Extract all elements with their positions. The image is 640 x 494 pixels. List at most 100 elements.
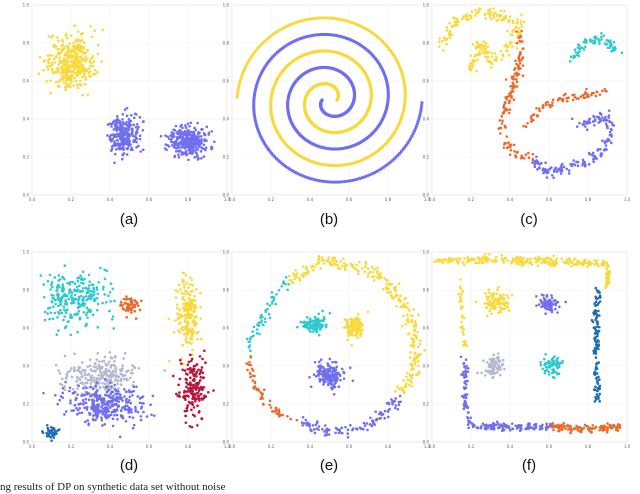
- y-tick-label: 1.0: [23, 250, 30, 255]
- data-point: [106, 402, 109, 406]
- data-point: [190, 408, 193, 412]
- data-point: [85, 405, 89, 409]
- data-point: [127, 142, 131, 146]
- data-point: [86, 93, 90, 96]
- data-point: [108, 381, 112, 384]
- data-point: [186, 341, 190, 344]
- data-point: [612, 40, 616, 44]
- x-tick-label: 0.8: [585, 197, 592, 202]
- data-point: [132, 380, 135, 384]
- data-point: [54, 363, 58, 367]
- data-point: [181, 271, 185, 275]
- data-point: [102, 410, 106, 413]
- data-point: [127, 137, 130, 141]
- data-point: [50, 429, 53, 433]
- data-point: [185, 385, 188, 389]
- x-tick-label: 0.0: [29, 197, 36, 202]
- x-tick-label: 0.6: [146, 444, 153, 449]
- data-point: [322, 262, 326, 265]
- y-tick-label: 0.4: [23, 364, 30, 369]
- data-point: [327, 428, 330, 431]
- data-point: [348, 366, 352, 370]
- data-point: [188, 353, 192, 357]
- data-point: [193, 364, 197, 368]
- data-point: [198, 410, 201, 413]
- data-point: [199, 317, 203, 320]
- data-point: [85, 323, 88, 326]
- data-point: [45, 80, 49, 83]
- panel-e: (e) 0.0 0.2 0.4 0.6 0.8 1.00.00.20.40.60.81.0: [223, 250, 431, 475]
- data-point: [127, 406, 131, 410]
- data-point: [39, 274, 43, 277]
- data-point: [339, 378, 342, 382]
- data-point: [54, 80, 58, 84]
- data-point: [77, 384, 80, 388]
- data-point: [86, 419, 89, 422]
- data-point: [73, 293, 77, 297]
- data-point: [180, 153, 183, 156]
- data-point: [116, 418, 119, 421]
- data-point: [189, 306, 192, 309]
- data-point: [308, 327, 311, 330]
- data-point: [54, 302, 57, 306]
- data-point: [519, 19, 523, 23]
- data-point: [117, 392, 120, 396]
- data-point: [188, 314, 192, 317]
- data-point: [125, 295, 128, 298]
- data-point: [180, 137, 184, 141]
- data-point: [312, 373, 316, 376]
- data-point: [67, 74, 70, 78]
- data-point: [296, 325, 299, 329]
- data-point: [608, 120, 611, 123]
- data-point: [72, 368, 76, 372]
- data-point: [383, 277, 387, 280]
- data-point: [189, 376, 192, 380]
- data-point: [593, 119, 597, 123]
- data-point: [531, 157, 535, 161]
- data-point: [76, 387, 79, 390]
- data-point: [337, 371, 340, 375]
- data-point: [191, 303, 195, 307]
- data-point: [595, 115, 599, 119]
- data-point: [605, 42, 608, 46]
- data-point: [115, 413, 119, 417]
- data-point: [567, 169, 571, 172]
- data-point: [204, 395, 208, 398]
- data-point: [181, 343, 185, 347]
- data-point: [188, 382, 192, 386]
- data-point: [538, 107, 541, 110]
- data-point: [136, 395, 140, 398]
- data-point: [510, 94, 513, 98]
- data-point: [196, 424, 199, 427]
- data-point: [68, 386, 72, 390]
- data-point: [181, 126, 184, 130]
- data-point: [92, 286, 95, 290]
- data-point: [60, 78, 64, 81]
- data-point: [486, 45, 490, 48]
- data-point: [78, 60, 82, 64]
- data-point: [474, 8, 477, 12]
- data-point: [499, 9, 503, 12]
- data-point: [197, 140, 200, 143]
- data-point: [507, 111, 511, 115]
- data-point: [107, 400, 111, 403]
- data-point: [190, 150, 194, 154]
- data-point: [515, 47, 519, 50]
- data-point: [517, 67, 521, 71]
- data-point: [66, 56, 70, 60]
- data-point: [100, 416, 103, 419]
- data-point: [328, 311, 332, 315]
- data-point: [483, 47, 487, 50]
- data-point: [89, 297, 93, 301]
- data-point: [602, 34, 606, 37]
- data-point: [404, 323, 408, 326]
- data-point: [317, 425, 321, 428]
- data-point: [390, 398, 393, 401]
- data-point: [358, 326, 362, 330]
- data-point: [182, 295, 185, 299]
- data-point: [132, 123, 135, 127]
- data-point: [55, 289, 58, 293]
- data-point: [136, 410, 140, 414]
- data-point: [68, 64, 72, 67]
- data-point: [576, 164, 580, 168]
